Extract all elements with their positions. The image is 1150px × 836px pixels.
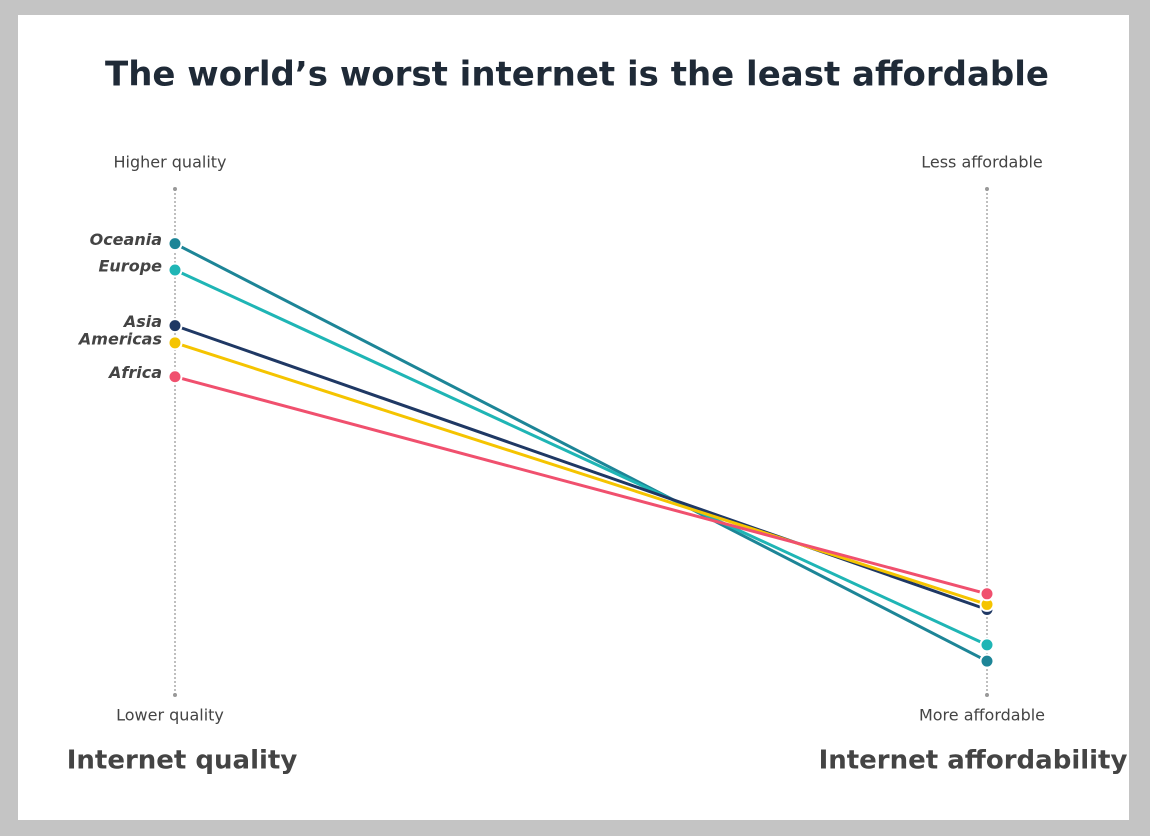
axis-bottom-label: Lower quality [116,706,224,725]
slope-line [174,341,988,606]
series-label: Africa [107,363,162,382]
axis-title: Internet affordability [819,746,1128,776]
axis-end [985,187,989,191]
chart-title: The world’s worst internet is the least … [105,55,1049,95]
series-label: Asia [122,312,162,331]
card [18,15,1129,820]
axis-end [173,693,177,697]
axis-top-label: Higher quality [113,153,226,172]
slope-line [174,242,988,663]
axis-end [985,693,989,697]
slope-line [174,375,988,596]
axis-bottom-label: More affordable [919,706,1045,725]
axis-end [173,187,177,191]
point [167,335,183,351]
point [979,637,995,653]
series-label: Oceania [90,230,162,249]
point [167,369,183,385]
point [167,318,183,334]
slope-line [174,268,988,647]
point [979,653,995,669]
series-label: Americas [77,329,162,348]
series-label: Europe [98,256,162,275]
axis-title: Internet quality [67,746,298,776]
slope-line [174,324,988,611]
point [979,586,995,602]
point [167,262,183,278]
axis-top-label: Less affordable [921,153,1043,172]
point [167,236,183,252]
